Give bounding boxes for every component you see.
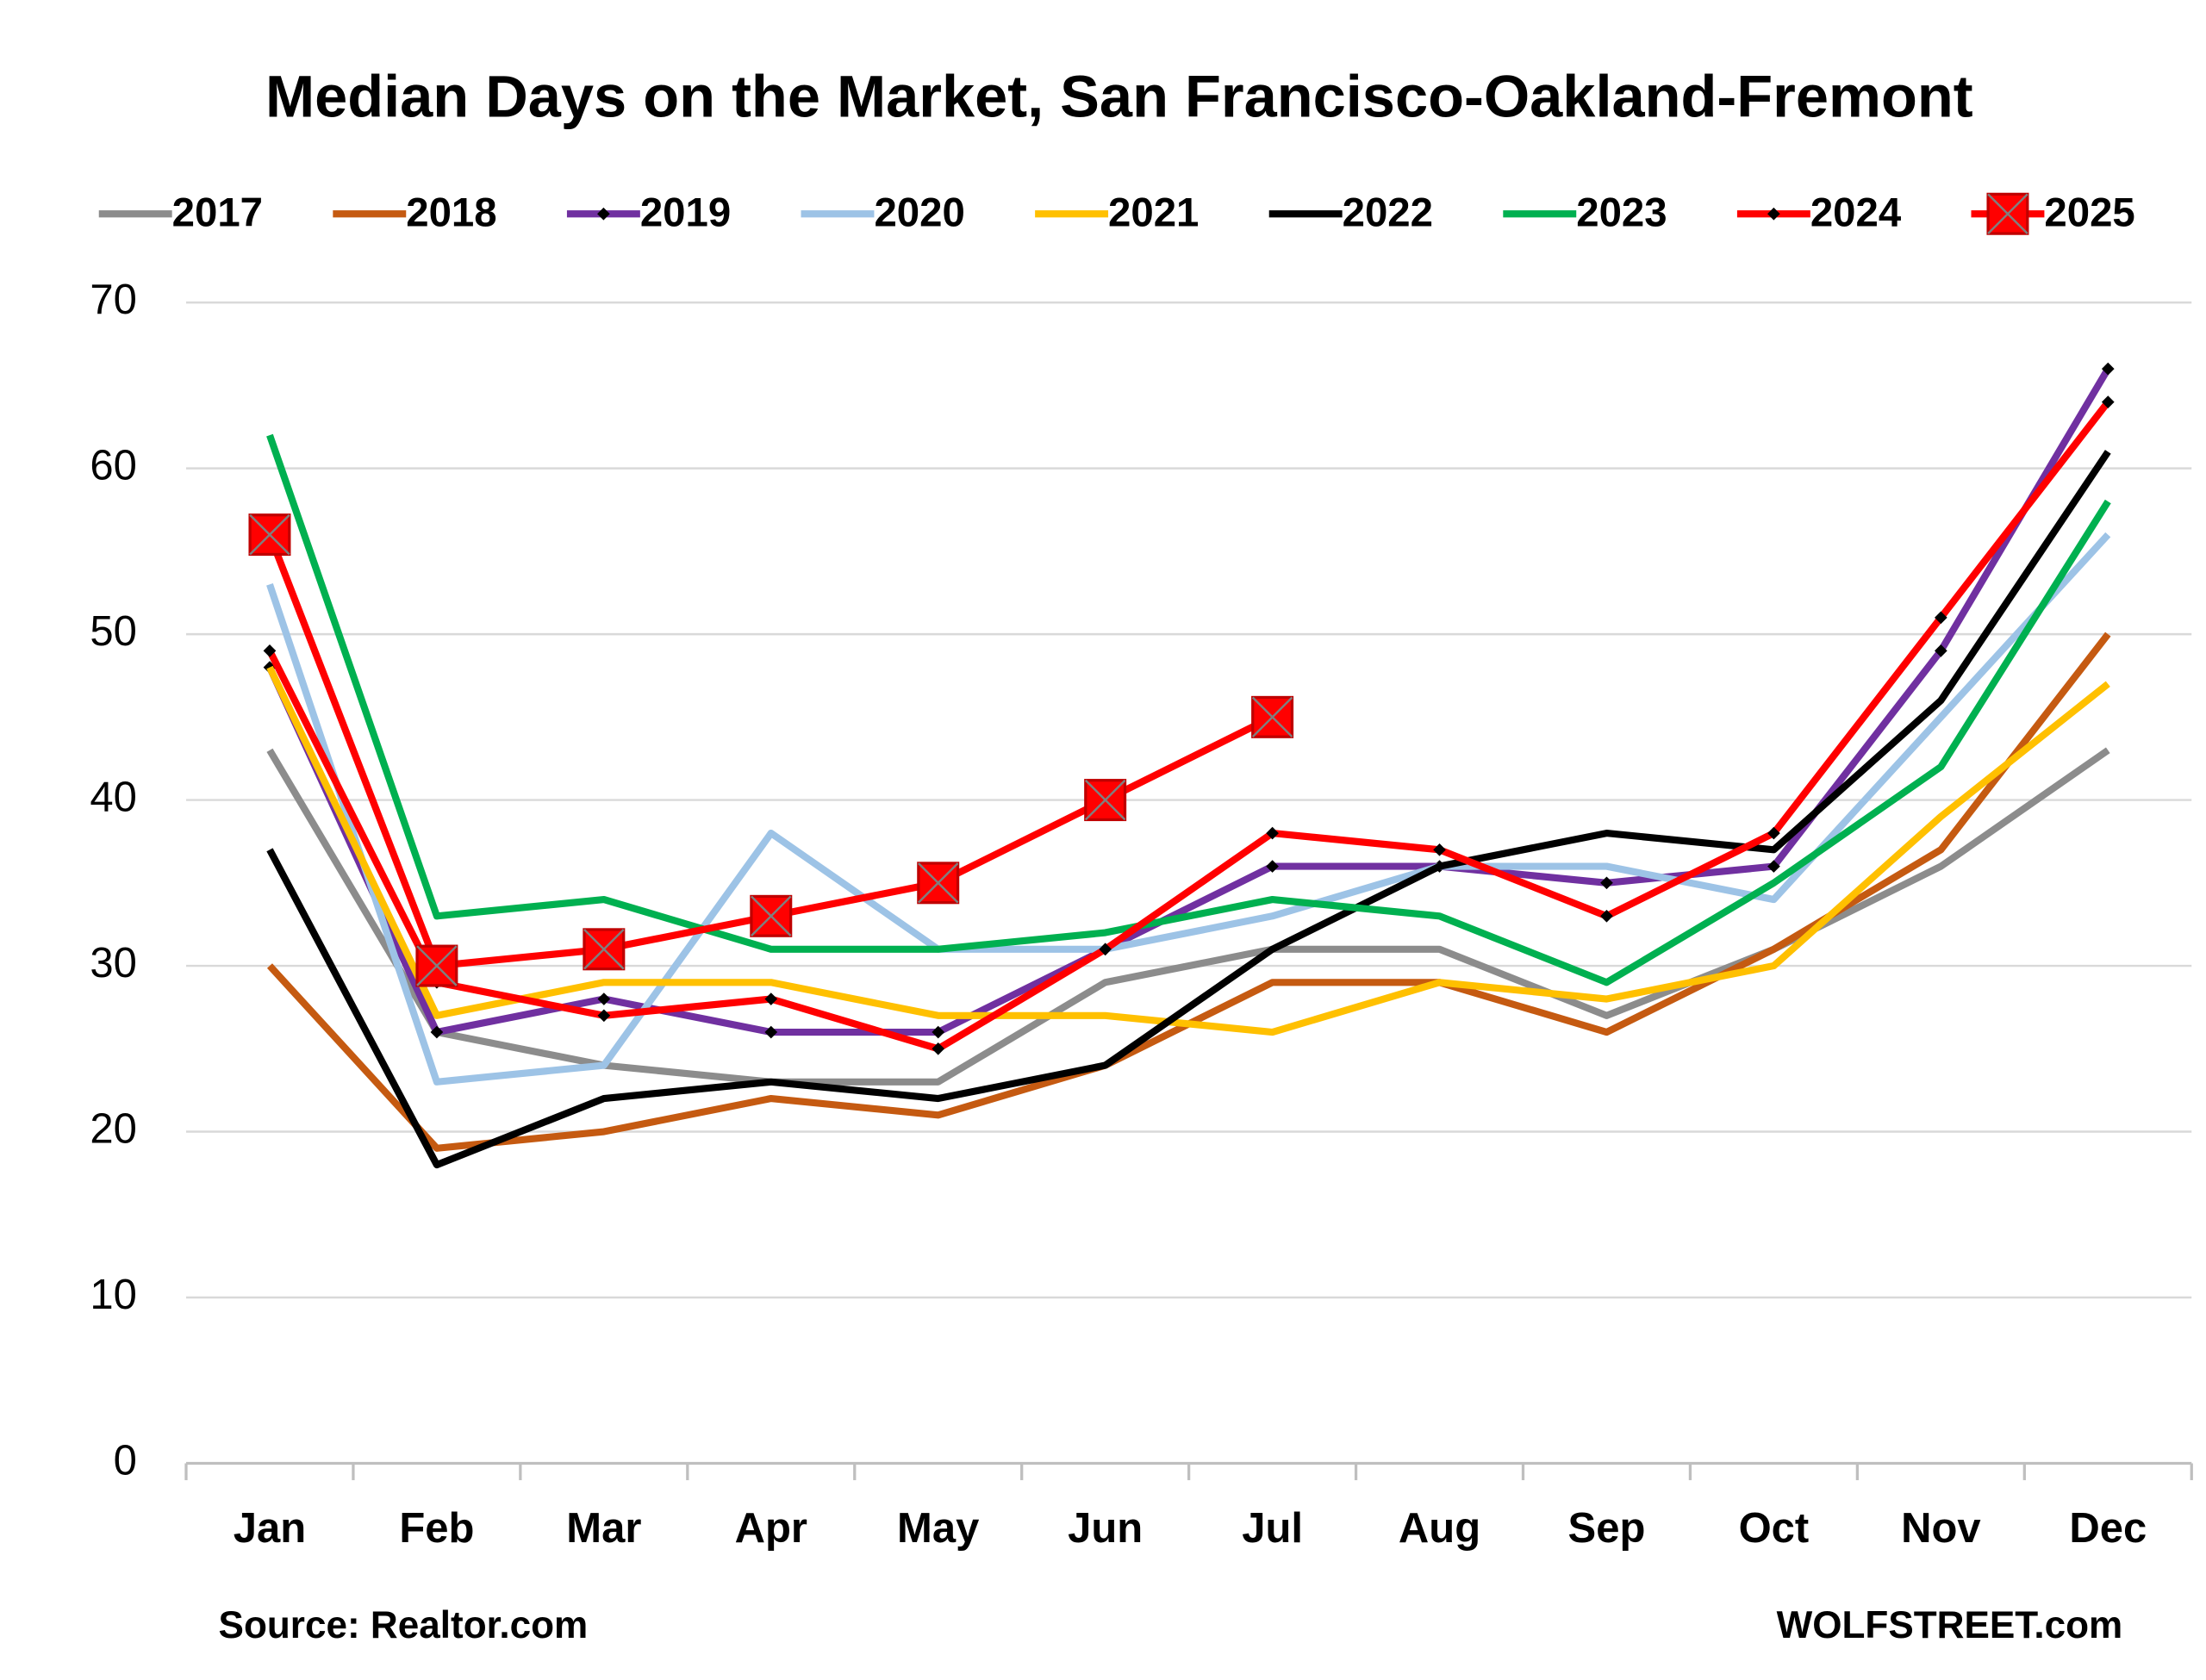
y-tick-label: 30 bbox=[90, 940, 137, 986]
point-marker bbox=[1251, 695, 1294, 738]
point-marker bbox=[1934, 644, 1947, 657]
y-tick-label: 40 bbox=[90, 775, 137, 821]
point-marker bbox=[750, 894, 793, 937]
x-tick-label: Feb bbox=[399, 1505, 474, 1552]
point-marker bbox=[1600, 909, 1613, 923]
x-tick-label: Sep bbox=[1568, 1505, 1646, 1552]
legend-label: 2020 bbox=[874, 190, 964, 235]
point-marker bbox=[1266, 826, 1279, 840]
y-tick-label: 10 bbox=[90, 1272, 137, 1318]
x-tick-label: Jan bbox=[234, 1505, 306, 1552]
legend-label: 2023 bbox=[1576, 190, 1667, 235]
legend-label: 2019 bbox=[640, 190, 731, 235]
x-tick-label: Nov bbox=[1901, 1505, 1981, 1552]
legend-label: 2025 bbox=[2044, 190, 2134, 235]
credit-note: WOLFSTREET.com bbox=[1777, 1604, 2123, 1646]
marker-cross bbox=[917, 862, 959, 904]
y-tick-label: 20 bbox=[90, 1105, 137, 1152]
legend-label: 2021 bbox=[1108, 190, 1199, 235]
legend-label: 2022 bbox=[1343, 190, 1433, 235]
point-marker bbox=[2101, 395, 2115, 408]
marker-cross bbox=[249, 513, 290, 556]
x-tick-label: May bbox=[897, 1505, 979, 1552]
marker-cross bbox=[1251, 696, 1293, 738]
point-marker bbox=[1767, 207, 1780, 221]
series-line bbox=[266, 665, 2110, 1036]
point-marker bbox=[1084, 779, 1127, 822]
marker-cross bbox=[751, 895, 792, 937]
x-tick-label: Dec bbox=[2069, 1505, 2147, 1552]
point-marker bbox=[1099, 943, 1112, 956]
point-marker bbox=[917, 862, 960, 905]
legend-label: 2017 bbox=[172, 190, 263, 235]
marker-cross bbox=[416, 945, 458, 986]
y-tick-label: 60 bbox=[90, 443, 137, 489]
point-marker bbox=[1986, 192, 2029, 235]
point-marker bbox=[248, 513, 291, 557]
point-marker bbox=[764, 1025, 778, 1039]
point-marker bbox=[1600, 876, 1613, 890]
series-line bbox=[266, 532, 2111, 1086]
series-line bbox=[266, 367, 2111, 1036]
x-tick-label: Aug bbox=[1399, 1505, 1480, 1552]
series-line bbox=[266, 433, 2111, 986]
point-marker bbox=[430, 1025, 444, 1039]
point-marker bbox=[1433, 843, 1446, 856]
point-marker bbox=[583, 928, 626, 971]
series-line bbox=[266, 400, 2111, 1053]
marker-cross bbox=[583, 929, 625, 970]
y-tick-label: 0 bbox=[114, 1437, 137, 1484]
point-marker bbox=[1934, 611, 1947, 625]
x-tick-label: Apr bbox=[735, 1505, 807, 1552]
legend-label: 2024 bbox=[1810, 190, 1902, 235]
legend-label: 2018 bbox=[406, 190, 496, 235]
x-tick-label: Mar bbox=[566, 1505, 641, 1552]
marker-cross bbox=[1987, 193, 2028, 234]
point-marker bbox=[597, 207, 610, 221]
series-line bbox=[266, 450, 2111, 1169]
x-tick-label: Jul bbox=[1242, 1505, 1303, 1552]
y-tick-label: 50 bbox=[90, 608, 137, 655]
x-tick-label: Oct bbox=[1739, 1505, 1810, 1552]
x-tick-label: Jun bbox=[1068, 1505, 1143, 1552]
y-tick-label: 70 bbox=[90, 277, 137, 323]
point-marker bbox=[2101, 362, 2115, 376]
point-marker bbox=[415, 944, 458, 987]
source-note: Source: Realtor.com bbox=[219, 1604, 589, 1646]
chart-title: Median Days on the Market, San Francisco… bbox=[265, 64, 1973, 130]
point-marker bbox=[1266, 860, 1279, 873]
marker-cross bbox=[1084, 779, 1126, 821]
